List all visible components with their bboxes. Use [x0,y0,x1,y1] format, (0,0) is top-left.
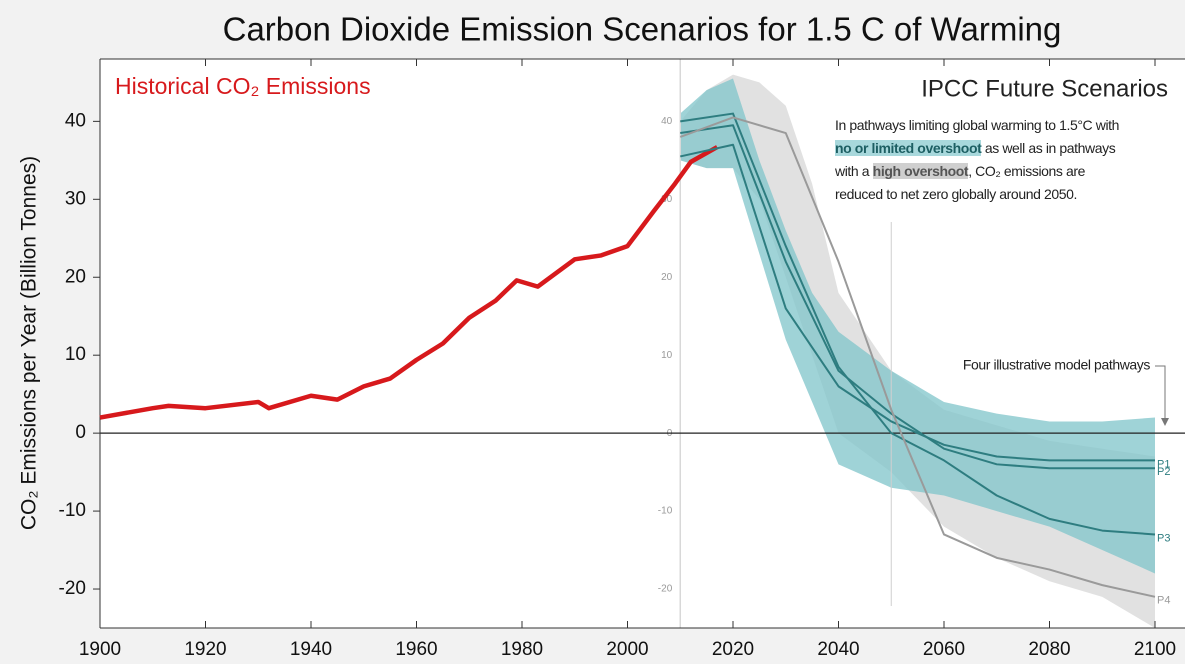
note-part: In pathways limiting global warming to 1… [835,117,1120,133]
note: In pathways limiting global warming to 1… [835,114,1120,206]
bands [680,74,1155,628]
note-part: high overshoot [872,163,969,179]
y-tick-label: 20 [65,266,86,287]
series-name: Historical CO₂ Emissions [115,73,371,99]
x-tick-label: 1940 [290,639,332,660]
series-line [679,116,1156,598]
future-label: IPCC Future Scenarios [921,75,1168,102]
series-name: P4 [1157,595,1170,607]
x-tick-label: 2020 [712,639,754,660]
x-tick-label: 1960 [395,639,437,660]
inner-y-tick-label: 10 [661,350,673,361]
pathways-arrow [1155,365,1166,420]
y-tick-label: 30 [65,188,86,209]
x-tick-label: 2080 [1028,639,1070,660]
note-part: , CO₂ emissions are reduced to net zero … [835,163,1086,202]
y-tick-label: 10 [65,344,86,365]
x-tick-label: 1980 [501,639,543,660]
pathways-label: Four illustrative model pathways [963,357,1151,373]
inner-y-tick-label: 20 [661,272,673,283]
x-tick-label: 2060 [923,639,965,660]
y-tick-label: -10 [59,500,86,521]
x-tick-label: 2040 [817,639,859,660]
y-tick-label: 0 [75,422,86,443]
series-line [680,124,1155,470]
inner-y-tick-label: -10 [658,506,673,517]
chart-title: Carbon Dioxide Emission Scenarios for 1.… [223,11,1062,48]
x-tick-label: 1920 [184,639,226,660]
band [680,78,1155,574]
series-line [680,143,1155,462]
y-axis-label: CO₂ Emissions per Year (Billion Tonnes) [18,156,41,530]
x-tick-label: 1900 [79,639,121,660]
series-name: P3 [1157,532,1170,544]
note-part: no or limited overshoot [835,140,982,156]
arrow-head [1161,418,1169,426]
y-tick-label: -20 [59,578,86,599]
inner-y-tick-label: 40 [661,116,673,127]
inner-y-tick-label: -20 [658,584,673,595]
x-tick-label: 2100 [1134,639,1176,660]
x-tick-label: 2000 [606,639,648,660]
series-line [680,112,1156,536]
series-name: P2 [1157,466,1170,478]
series-name: P1 [1157,458,1170,470]
note-part: as well as in pathways with a [835,140,1116,179]
series-line [99,145,719,420]
inner-y-tick-label: 30 [661,194,673,205]
y-tick-label: 40 [65,110,86,131]
